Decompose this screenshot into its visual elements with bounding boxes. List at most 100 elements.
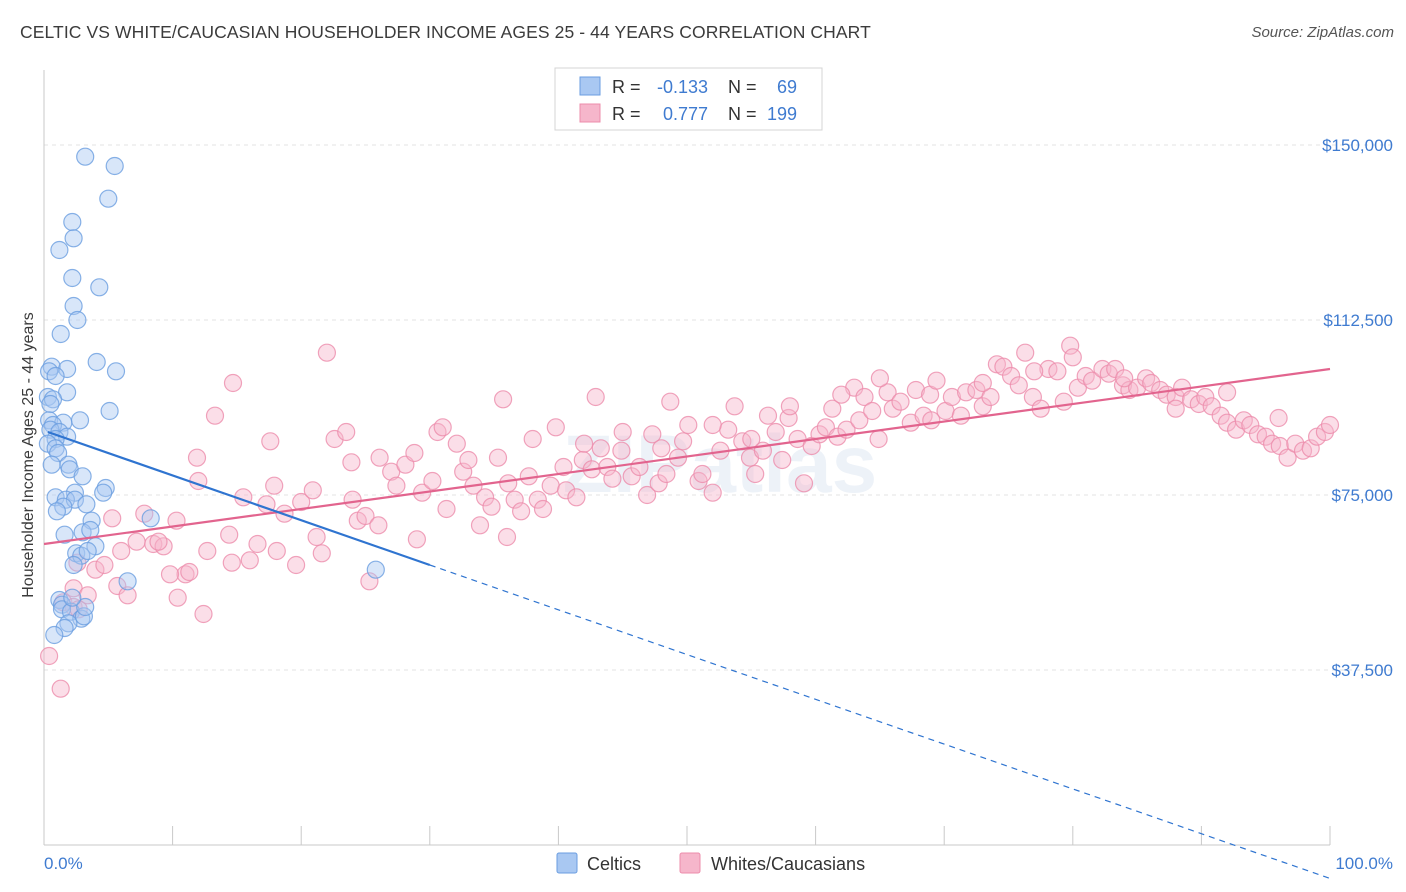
data-point-white (222, 553, 241, 572)
data-point-white (1082, 371, 1102, 390)
data-point-white (476, 488, 495, 507)
data-point-white (39, 646, 59, 666)
data-point-white (622, 467, 641, 486)
legend-label-celtics: Celtics (587, 854, 641, 874)
data-point-white (863, 401, 882, 421)
stats-swatch-celtics (579, 76, 601, 96)
data-point-white (878, 383, 897, 402)
trend-line-whites (43, 367, 1331, 546)
data-point-white (546, 418, 565, 437)
data-point-white (482, 497, 501, 516)
legend-swatch-whites (679, 852, 701, 874)
data-point-white (1009, 376, 1028, 395)
data-point-white (773, 450, 792, 470)
x-axis-ticks (172, 826, 1331, 845)
data-point-celtic (76, 597, 95, 617)
data-point-white (951, 406, 971, 425)
data-point-celtic (65, 490, 85, 509)
data-point-celtic (55, 525, 74, 544)
data-point-white (673, 432, 693, 451)
data-point-white (317, 343, 336, 362)
data-point-white (1226, 420, 1246, 439)
data-point-white (488, 448, 508, 467)
data-point-white (78, 586, 97, 605)
data-point-white (870, 369, 890, 388)
data-point-white (1211, 406, 1230, 425)
stats-n-label-celtics: N = (728, 77, 757, 97)
data-point-celtic (70, 411, 90, 430)
y-axis-label: Householder Income Ages 25 - 44 years (20, 312, 37, 598)
y-tick-label: $37,500 (1332, 661, 1393, 680)
data-point-white (470, 516, 490, 535)
data-point-white (405, 443, 424, 463)
data-point-celtic (43, 390, 63, 409)
data-point-celtic (90, 278, 109, 297)
data-point-celtic (65, 483, 85, 502)
data-point-white (855, 387, 874, 407)
legend-label-whites: Whites/Caucasians (711, 854, 865, 874)
data-point-white (135, 504, 154, 523)
data-point-white (433, 418, 452, 437)
series-celtics (38, 147, 385, 645)
data-point-white (511, 502, 531, 521)
series-legend: Celtics Whites/Caucasians (556, 852, 865, 874)
data-point-white (454, 462, 473, 481)
data-point-white (528, 490, 547, 509)
data-point-celtic (77, 495, 96, 514)
data-point-white (832, 385, 851, 404)
data-point-white (574, 434, 594, 453)
data-point-white (586, 387, 605, 407)
data-point-white (630, 457, 649, 477)
data-point-celtic (57, 359, 77, 379)
data-point-celtic (42, 455, 61, 474)
data-point-white (612, 441, 631, 460)
data-point-white (149, 532, 168, 551)
data-point-white (86, 560, 105, 579)
data-point-white (1320, 415, 1340, 435)
y-tick-label: $75,000 (1332, 486, 1393, 505)
data-point-white (1115, 369, 1134, 388)
data-point-white (637, 485, 657, 505)
data-point-celtic (76, 147, 95, 166)
data-point-white (265, 476, 284, 495)
data-point-white (973, 397, 992, 416)
x-tick-label-max: 100.0% (1335, 854, 1393, 873)
data-point-white (160, 565, 180, 584)
data-point-white (649, 474, 668, 493)
data-point-celtic (54, 497, 73, 516)
data-point-celtic (47, 502, 67, 521)
data-point-white (267, 541, 286, 561)
data-point-white (108, 576, 127, 596)
data-point-white (220, 525, 239, 544)
stats-n-value-whites: 199 (767, 104, 797, 124)
data-point-celtic (87, 352, 106, 372)
data-point-white (523, 429, 542, 449)
series-whites-caucasians (39, 336, 1340, 698)
data-point-celtic (55, 618, 74, 638)
data-point-white (303, 481, 322, 500)
data-point-white (168, 588, 187, 607)
data-point-white (1196, 387, 1215, 407)
data-point-white (652, 439, 671, 458)
data-point-celtic (105, 156, 124, 176)
data-point-white (746, 464, 765, 484)
data-point-white (891, 392, 910, 411)
data-point-white (1269, 408, 1288, 428)
data-point-white (850, 411, 869, 430)
stats-n-label-whites: N = (728, 104, 757, 124)
stats-legend: R = -0.133 N = 69 R = 0.777 N = 199 (554, 67, 823, 131)
data-point-white (505, 490, 524, 509)
data-point-celtic (63, 212, 82, 232)
data-point-white (205, 406, 225, 425)
data-point-celtic (64, 296, 83, 316)
data-point-white (742, 429, 761, 449)
data-point-white (556, 481, 576, 500)
data-point-celtic (366, 560, 385, 579)
data-point-celtic (118, 572, 137, 591)
data-point-white (869, 429, 888, 449)
data-point-white (387, 476, 406, 495)
data-point-white (223, 373, 243, 393)
data-point-white (567, 488, 586, 507)
